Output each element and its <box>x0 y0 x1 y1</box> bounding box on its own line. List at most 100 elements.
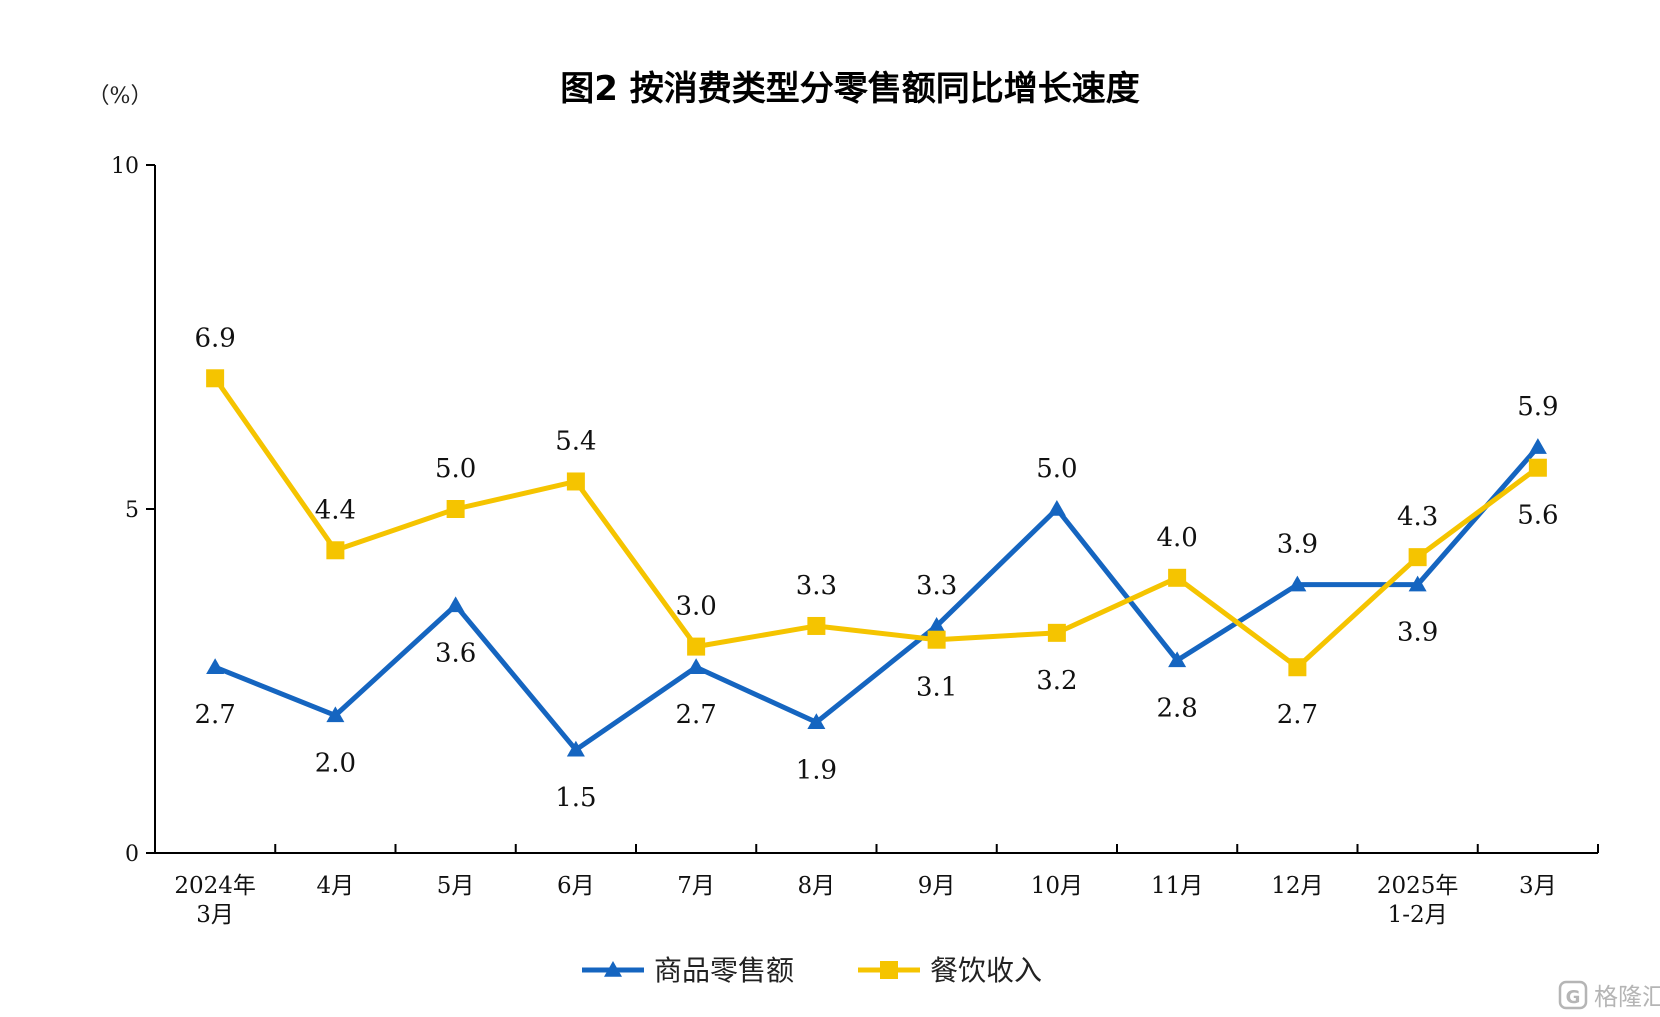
x-tick-label: 11月 <box>1151 873 1203 899</box>
x-tick-label: 8月 <box>798 873 836 899</box>
series-layer <box>206 369 1547 757</box>
y-tick-label: 0 <box>125 842 139 867</box>
square-marker <box>807 616 826 635</box>
x-tick-label-line: 12月 <box>1271 873 1323 899</box>
series-goods-retail <box>206 438 1547 757</box>
x-tick-label-line: 2025年 <box>1377 873 1459 899</box>
legend-label: 餐饮收入 <box>930 954 1042 987</box>
data-label: 3.2 <box>1036 666 1077 696</box>
square-marker <box>206 369 225 388</box>
data-label: 5.4 <box>555 426 596 456</box>
data-label: 2.7 <box>675 700 716 730</box>
data-label: 5.9 <box>1517 392 1558 422</box>
legend-label: 商品零售额 <box>654 954 794 987</box>
triangle-marker <box>1288 575 1307 592</box>
g-logo-icon <box>1558 980 1588 1010</box>
series-line <box>213 376 1540 670</box>
data-label: 4.4 <box>315 495 356 525</box>
x-tick-label-line: 3月 <box>196 902 234 928</box>
square-marker <box>687 637 706 656</box>
data-label: 5.0 <box>1036 454 1077 484</box>
triangle-marker <box>1528 438 1547 454</box>
data-labels: 2.7 6.9 2.0 4.4 3.6 5.0 1.5 5.4 2.7 3.0 1.9 3.3 3.3 3… <box>194 323 1558 813</box>
triangle-marker <box>206 658 225 674</box>
chart-title: 图2 按消费类型分零售额同比增长速度 <box>560 69 1140 109</box>
x-tick-label-line: 4月 <box>317 873 355 899</box>
square-marker <box>1168 568 1187 587</box>
x-tick-label-line: 1-2月 <box>1388 902 1448 928</box>
triangle-marker <box>687 658 706 674</box>
data-label: 6.9 <box>194 323 235 353</box>
square-marker <box>566 472 585 491</box>
data-label: 1.9 <box>796 755 837 785</box>
x-tick-label: 5月 <box>437 873 475 899</box>
watermark-text: 格隆汇 <box>1594 983 1660 1011</box>
x-tick-label-line: 3月 <box>1519 873 1557 899</box>
x-tick-label: 10月 <box>1031 873 1083 899</box>
data-label: 3.9 <box>1277 530 1318 560</box>
data-label: 2.0 <box>315 748 356 778</box>
x-tick-label-line: 7月 <box>677 873 715 899</box>
square-marker <box>326 541 345 560</box>
triangle-marker <box>604 961 622 977</box>
data-label: 5.6 <box>1517 501 1558 531</box>
data-label: 4.3 <box>1397 502 1438 532</box>
x-tick-label-line: 5月 <box>437 873 475 899</box>
triangle-marker <box>326 706 345 723</box>
y-tick-label: 10 <box>111 154 139 179</box>
data-label: 3.0 <box>675 592 716 622</box>
axes <box>154 165 1598 854</box>
x-tick-label-line: 9月 <box>918 873 956 899</box>
x-tick-label: 2025年 1-2月 <box>1377 873 1459 928</box>
x-axis-ticks: 2024年 3月 4月 5月 6月 7月 8月 9月 10月 11月 12月 2025年 1-2月 3月 <box>174 844 1599 928</box>
data-label: 3.6 <box>435 638 476 668</box>
x-tick-label: 4月 <box>317 873 355 899</box>
y-axis-ticks: 0 5 10 <box>111 154 155 867</box>
legend-item-goods-retail: 商品零售额 <box>582 954 794 987</box>
x-tick-label: 12月 <box>1271 873 1323 899</box>
legend-item-catering: 餐饮收入 <box>858 954 1042 987</box>
x-tick-label: 9月 <box>918 873 956 899</box>
x-tick-label-line: 2024年 <box>174 873 256 899</box>
data-label: 3.3 <box>916 571 957 601</box>
x-tick-label-line: 8月 <box>798 873 836 899</box>
x-tick-label-line: 6月 <box>557 873 595 899</box>
data-label: 5.0 <box>435 454 476 484</box>
data-label: 3.9 <box>1397 618 1438 648</box>
data-label: 3.3 <box>796 571 837 601</box>
data-label: 4.0 <box>1156 523 1197 553</box>
square-marker <box>927 630 946 649</box>
triangle-marker <box>807 713 826 730</box>
x-tick-label: 6月 <box>557 873 595 899</box>
x-tick-label: 2024年 3月 <box>174 873 256 928</box>
g-logo-icon-glyph: G <box>1566 987 1581 1008</box>
series-catering <box>206 369 1547 677</box>
triangle-marker <box>1047 500 1066 516</box>
triangle-marker <box>1408 575 1427 592</box>
triangle-marker <box>566 740 585 757</box>
square-marker <box>1047 623 1066 642</box>
square-marker <box>1528 458 1547 477</box>
square-marker <box>1408 548 1427 567</box>
x-tick-label: 7月 <box>677 873 715 899</box>
series-line <box>214 445 1540 753</box>
y-tick-label: 5 <box>125 498 139 523</box>
triangle-marker <box>1168 651 1187 668</box>
data-label: 2.7 <box>1277 700 1318 730</box>
data-label: 2.7 <box>194 700 235 730</box>
square-marker <box>880 961 898 979</box>
watermark: G 格隆汇 <box>1558 980 1660 1011</box>
data-label: 3.1 <box>916 673 957 703</box>
data-label: 1.5 <box>555 783 596 813</box>
x-tick-label-line: 11月 <box>1151 873 1203 899</box>
y-axis-unit: （%） <box>88 84 153 109</box>
triangle-marker <box>446 596 465 613</box>
triangle-marker <box>927 616 946 633</box>
legend: 商品零售额 餐饮收入 <box>582 954 1042 987</box>
square-marker <box>1288 658 1307 677</box>
x-tick-label: 3月 <box>1519 873 1557 899</box>
square-marker <box>446 500 465 518</box>
x-tick-label-line: 10月 <box>1031 873 1083 899</box>
data-label: 2.8 <box>1156 693 1197 723</box>
